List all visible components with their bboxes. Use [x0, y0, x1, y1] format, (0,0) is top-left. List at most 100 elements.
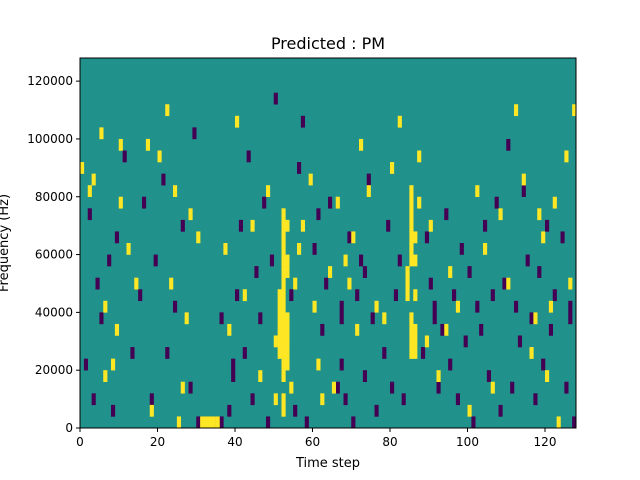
heatmap-cell-low — [95, 277, 100, 290]
heatmap-cell-high — [545, 370, 550, 382]
heatmap-cell-high — [308, 173, 313, 186]
heatmap-cell-high — [285, 347, 290, 359]
heatmap-cell-high — [541, 231, 546, 244]
heatmap-cell-high — [157, 150, 162, 163]
x-tick-label: 40 — [227, 435, 242, 449]
heatmap-cell-low — [262, 196, 267, 209]
heatmap-cell-high — [211, 416, 216, 429]
heatmap-cell-low — [343, 393, 348, 406]
heatmap-cell-low — [560, 231, 565, 244]
heatmap-cell-high — [173, 185, 178, 197]
heatmap-cell-low — [269, 254, 275, 267]
heatmap-cell-low — [393, 289, 399, 302]
heatmap-cell-high — [428, 219, 433, 232]
y-tick-label: 80000 — [35, 190, 73, 204]
heatmap-cell-high — [409, 219, 414, 232]
heatmap-cell-high — [281, 243, 286, 255]
heatmap-cell-low — [320, 323, 325, 336]
heatmap-cell-high — [176, 416, 182, 429]
heatmap-cell-high — [277, 300, 282, 313]
heatmap-cell-high — [351, 231, 356, 244]
heatmap-cell-high — [335, 196, 340, 209]
heatmap-cell-low — [242, 347, 247, 359]
heatmap-cell-high — [285, 312, 290, 325]
heatmap-cell-high — [483, 243, 488, 255]
heatmap-cell-low — [421, 347, 426, 359]
heatmap-cell-high — [103, 300, 108, 313]
heatmap-cell-low — [351, 416, 356, 429]
heatmap-cell-low — [533, 393, 538, 406]
heatmap-cell-high — [343, 254, 348, 267]
heatmap-cell-high — [281, 393, 286, 406]
heatmap-cell-low — [114, 231, 120, 244]
heatmap-cell-low — [479, 323, 484, 336]
heatmap-cell-low — [428, 277, 433, 290]
heatmap-cell-high — [413, 254, 418, 267]
heatmap-cell-low — [452, 289, 457, 302]
heatmap-cell-high — [281, 300, 286, 313]
heatmap-cell-high — [111, 358, 116, 371]
heatmap-cell-high — [281, 208, 286, 221]
heatmap-cell-low — [192, 127, 197, 140]
heatmap-cell-high — [537, 208, 542, 221]
heatmap-cell-low — [448, 358, 453, 371]
heatmap-cell-low — [231, 370, 236, 382]
heatmap-cell-high — [258, 370, 263, 382]
x-tick-label: 20 — [150, 435, 165, 449]
heatmap-cell-low — [254, 266, 259, 278]
heatmap-cell-low — [572, 416, 577, 429]
heatmap-cell-low — [312, 243, 317, 255]
heatmap-cell-high — [235, 115, 240, 128]
heatmap-cell-high — [184, 312, 189, 325]
heatmap-cell-low — [386, 219, 391, 232]
heatmap-background — [80, 58, 576, 428]
heatmap-cell-low — [370, 312, 375, 325]
heatmap-cell-low — [529, 312, 534, 325]
heatmap-cell-low — [289, 289, 294, 302]
heatmap-cell-low — [250, 393, 255, 406]
heatmap-cell-low — [521, 185, 526, 197]
heatmap-cell-high — [281, 358, 286, 371]
heatmap-cell-high — [149, 404, 154, 417]
heatmap-cell-high — [285, 335, 290, 348]
heatmap-cell-low — [149, 393, 154, 406]
heatmap-cell-low — [258, 312, 263, 325]
y-tick-label: 100000 — [27, 132, 73, 146]
heatmap-cell-high — [320, 393, 325, 406]
heatmap-cell-high — [289, 381, 294, 394]
heatmap-cell-high — [413, 289, 418, 302]
chart-title: Predicted : PM — [271, 34, 385, 53]
heatmap-cells — [80, 92, 577, 429]
heatmap-cell-low — [180, 219, 185, 232]
heatmap-cell-high — [285, 358, 290, 371]
heatmap-cell-high — [293, 277, 298, 290]
heatmap-cell-low — [153, 254, 158, 267]
heatmap-cell-low — [324, 277, 329, 290]
heatmap-cell-high — [91, 173, 96, 186]
heatmap-cell-high — [273, 335, 278, 348]
heatmap-cell-high — [572, 104, 577, 117]
heatmap-cell-high — [250, 219, 255, 232]
heatmap-cell-low — [486, 370, 492, 382]
heatmap-cell-low — [107, 254, 112, 267]
heatmap-cell-high — [347, 277, 352, 290]
heatmap-cell-high — [409, 335, 414, 348]
heatmap-cell-high — [103, 370, 108, 382]
heatmap-cell-low — [475, 300, 480, 313]
heatmap-cell-low — [455, 393, 461, 406]
heatmap-cell-low — [514, 300, 519, 313]
heatmap-cell-high — [277, 289, 282, 302]
y-axis-ticks: 0 20000 40000 60000 80000 100000 120000 — [27, 74, 80, 435]
heatmap-cell-low — [83, 358, 89, 371]
heatmap-cell-low — [355, 289, 360, 302]
heatmap-cell-low — [219, 312, 224, 325]
heatmap-cell-low — [111, 404, 116, 417]
y-tick-label: 0 — [65, 421, 73, 435]
heatmap-cell-high — [409, 196, 414, 209]
heatmap-cell-low — [494, 196, 499, 209]
heatmap-cell-low — [463, 335, 468, 348]
heatmap-cell-high — [366, 185, 371, 197]
heatmap-cell-high — [281, 289, 286, 302]
heatmap-cell-high — [196, 231, 201, 244]
heatmap-cell-high — [300, 219, 306, 232]
